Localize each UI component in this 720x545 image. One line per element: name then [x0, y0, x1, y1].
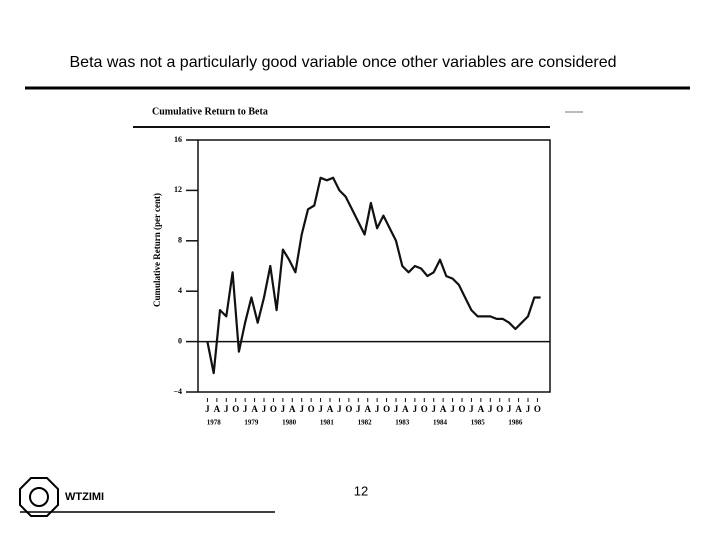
y-tick-label: 8: [178, 236, 182, 245]
x-tick-label: J: [243, 404, 248, 414]
x-tick-label: A: [289, 404, 296, 414]
x-tick-label: J: [413, 404, 418, 414]
x-tick-label: J: [431, 404, 436, 414]
x-tick-label: A: [402, 404, 409, 414]
year-label: 1981: [320, 419, 335, 427]
logo: [19, 477, 59, 517]
year-label: 1979: [244, 419, 259, 427]
x-tick-label: A: [364, 404, 371, 414]
year-label: 1982: [358, 419, 373, 427]
x-tick-label: J: [394, 404, 399, 414]
x-tick-label: O: [534, 404, 541, 414]
return-line: [206, 176, 541, 375]
x-tick-label: J: [224, 404, 229, 414]
slide-title: Beta was not a particularly good variabl…: [70, 54, 617, 71]
x-tick-label: J: [262, 404, 267, 414]
x-tick-label: J: [488, 404, 493, 414]
y-tick-label: 16: [174, 135, 182, 144]
page-number: 12: [354, 483, 368, 498]
year-label: 1985: [471, 419, 486, 427]
x-tick-label: J: [507, 404, 512, 414]
y-tick-label: 0: [178, 336, 182, 345]
y-tick-label: −4: [173, 387, 182, 396]
x-tick-label: J: [318, 404, 323, 414]
logo-octagon: [19, 477, 59, 517]
x-tick-label: O: [232, 404, 239, 414]
x-tick-label: A: [440, 404, 447, 414]
year-label: 1984: [433, 419, 448, 427]
x-tick-label: J: [469, 404, 474, 414]
x-tick-label: J: [205, 404, 210, 414]
x-tick-label: J: [375, 404, 380, 414]
x-tick-label: O: [458, 404, 465, 414]
logo-text: WTZIMI: [65, 491, 104, 503]
x-tick-label: A: [327, 404, 334, 414]
y-tick-label: 12: [174, 185, 182, 194]
x-tick-label: J: [299, 404, 304, 414]
x-tick-label: O: [270, 404, 277, 414]
x-tick-label: J: [526, 404, 531, 414]
x-tick-label: A: [214, 404, 221, 414]
y-tick-label: 4: [178, 286, 182, 295]
x-tick-label: O: [421, 404, 428, 414]
logo-circle: [29, 487, 49, 507]
x-tick-label: J: [356, 404, 361, 414]
x-tick-label: O: [308, 404, 315, 414]
chart-title: Cumulative Return to Beta: [152, 106, 268, 117]
x-tick-label: A: [251, 404, 258, 414]
x-tick-label: O: [383, 404, 390, 414]
x-tick-label: A: [515, 404, 522, 414]
plot-frame: [197, 139, 551, 393]
year-label: 1980: [282, 419, 297, 427]
x-tick-label: A: [478, 404, 485, 414]
year-label: 1983: [395, 419, 410, 427]
year-label: 1978: [207, 419, 222, 427]
x-tick-label: J: [337, 404, 342, 414]
x-tick-label: J: [281, 404, 286, 414]
x-tick-label: O: [345, 404, 352, 414]
x-tick-label: O: [496, 404, 503, 414]
x-tick-label: J: [450, 404, 455, 414]
y-axis-label: Cumulative Return (per cent): [152, 193, 162, 307]
year-label: 1986: [508, 419, 523, 427]
